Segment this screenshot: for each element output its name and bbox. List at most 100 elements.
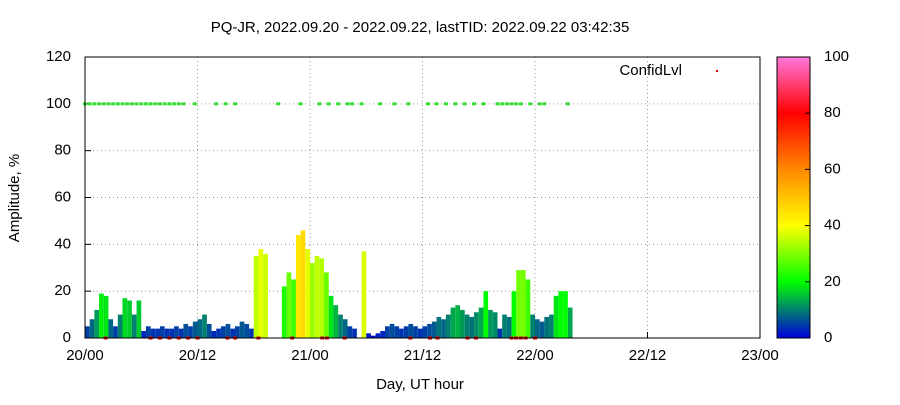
bar xyxy=(113,326,118,338)
confidence-point xyxy=(462,102,467,106)
bar xyxy=(427,323,432,338)
bar xyxy=(333,305,339,338)
bar xyxy=(281,286,287,338)
colorbar-tick-label: 20 xyxy=(824,273,841,290)
bar xyxy=(136,300,142,338)
confidence-point xyxy=(542,102,547,106)
confidence-point xyxy=(101,102,106,106)
bar xyxy=(422,326,428,338)
bar xyxy=(385,326,390,338)
bar xyxy=(399,328,404,338)
confidence-point xyxy=(115,102,120,106)
confidence-point xyxy=(233,102,237,106)
bar xyxy=(492,312,498,338)
y-tick-label: 40 xyxy=(54,235,71,252)
confidence-point xyxy=(406,102,411,106)
bar xyxy=(342,319,348,338)
y-tick-label: 120 xyxy=(46,48,71,65)
bar xyxy=(366,333,371,338)
x-tick-label: 20/12 xyxy=(179,347,217,364)
bar xyxy=(314,256,320,338)
bar xyxy=(178,328,184,338)
confidence-point xyxy=(350,102,355,106)
bar xyxy=(520,270,526,338)
bar xyxy=(539,321,545,338)
bar xyxy=(89,319,95,338)
bar xyxy=(206,323,212,338)
colorbar-tick-label: 100 xyxy=(824,48,849,65)
bar xyxy=(483,291,489,338)
confidence-point xyxy=(97,102,102,106)
bar xyxy=(370,335,376,338)
bar xyxy=(535,319,540,338)
confidence-point xyxy=(509,102,514,106)
colorbar-tick-label: 40 xyxy=(824,217,841,234)
bar xyxy=(324,272,329,338)
bar xyxy=(553,295,559,338)
confidence-point xyxy=(162,102,167,106)
confidence-point xyxy=(495,102,500,106)
bar xyxy=(431,321,437,338)
bar xyxy=(563,291,568,338)
bar xyxy=(160,326,165,338)
y-tick-label: 0 xyxy=(63,329,71,346)
bar xyxy=(258,249,264,338)
confidence-point xyxy=(345,102,350,106)
bar xyxy=(150,328,156,338)
x-tick-label: 20/00 xyxy=(66,347,104,364)
bar xyxy=(122,298,128,338)
bar xyxy=(164,328,170,338)
bar xyxy=(394,326,400,338)
confidence-point xyxy=(392,102,397,106)
confidence-point xyxy=(106,102,111,106)
confidence-point xyxy=(565,102,570,106)
bar xyxy=(155,328,160,338)
bar xyxy=(225,323,231,338)
bar xyxy=(244,323,250,338)
confidence-point xyxy=(472,102,477,106)
colorbar-tick-label: 0 xyxy=(824,329,832,346)
confidence-point xyxy=(453,102,458,106)
bar xyxy=(263,253,268,338)
bar xyxy=(295,234,301,338)
bar xyxy=(408,323,414,338)
bar xyxy=(197,319,203,338)
confidence-point xyxy=(504,102,509,106)
x-axis-label: Day, UT hour xyxy=(376,376,464,393)
confidence-point xyxy=(148,102,153,106)
bar xyxy=(108,319,114,338)
confidence-point xyxy=(443,102,448,106)
y-tick-label: 100 xyxy=(46,95,71,112)
bar xyxy=(141,330,146,338)
x-tick-label: 23/00 xyxy=(741,347,779,364)
bar xyxy=(441,319,446,338)
bar xyxy=(300,230,306,338)
bar xyxy=(319,258,325,338)
confidence-point xyxy=(143,102,148,106)
confidence-point xyxy=(518,102,523,106)
confidence-point xyxy=(192,102,197,106)
bar xyxy=(85,326,90,338)
bar xyxy=(286,272,292,338)
bar xyxy=(145,326,151,338)
confidence-point xyxy=(359,102,364,106)
bar xyxy=(567,307,573,338)
confidence-point xyxy=(129,102,134,106)
bar xyxy=(516,270,521,338)
bar xyxy=(474,312,479,338)
bar xyxy=(544,316,550,338)
bar xyxy=(99,293,104,338)
bar xyxy=(347,326,353,338)
bar xyxy=(558,291,564,338)
colorbar-tick-label: 80 xyxy=(824,104,841,121)
bar xyxy=(361,251,367,338)
confidence-point xyxy=(336,102,341,106)
bar xyxy=(445,314,451,338)
bar xyxy=(375,333,381,338)
y-tick-label: 60 xyxy=(54,188,71,205)
bar xyxy=(310,263,315,338)
confidence-point xyxy=(134,102,139,106)
bar xyxy=(464,314,470,338)
bar xyxy=(338,314,343,338)
